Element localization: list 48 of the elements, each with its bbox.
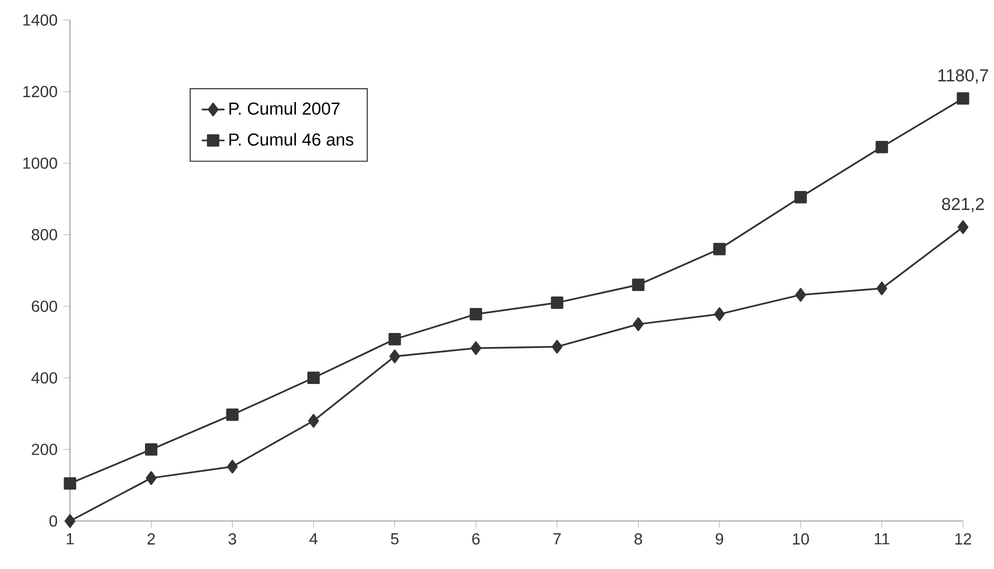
y-tick-label: 1200 bbox=[23, 86, 58, 98]
x-tick-label: 7 bbox=[553, 533, 561, 544]
point bbox=[794, 190, 807, 204]
x-tick-label: 9 bbox=[716, 533, 724, 545]
x-tick-label: 1 bbox=[66, 533, 74, 544]
point bbox=[958, 220, 968, 234]
x-tick-label: 10 bbox=[792, 533, 809, 545]
point bbox=[226, 408, 239, 421]
x-tick-label: 6 bbox=[472, 533, 480, 545]
point bbox=[550, 296, 564, 309]
legend-label: P. Cumul 2007 bbox=[229, 102, 340, 115]
data-label: 1180,7 bbox=[938, 69, 988, 84]
point bbox=[388, 333, 401, 346]
point bbox=[227, 460, 238, 474]
y-tick-label: 400 bbox=[31, 372, 58, 384]
x-tick-label: 4 bbox=[309, 533, 318, 544]
point bbox=[144, 443, 158, 456]
point bbox=[64, 514, 76, 528]
point bbox=[956, 92, 970, 105]
point bbox=[470, 341, 482, 356]
point bbox=[714, 307, 725, 322]
legend-label: P. Cumul 46 ans bbox=[229, 132, 354, 146]
point bbox=[876, 282, 888, 296]
point bbox=[308, 414, 319, 428]
point bbox=[64, 477, 76, 490]
y-tick-label: 800 bbox=[32, 229, 58, 240]
point bbox=[470, 308, 482, 320]
point bbox=[632, 278, 644, 292]
point bbox=[389, 350, 400, 364]
x-tick-label: 8 bbox=[634, 533, 642, 545]
point bbox=[146, 471, 157, 485]
point bbox=[713, 242, 726, 256]
y-tick-label: 0 bbox=[49, 515, 58, 527]
point bbox=[552, 340, 562, 354]
y-tick-label: 600 bbox=[32, 300, 58, 312]
data-label: 821,2 bbox=[942, 198, 984, 212]
x-tick-label: 2 bbox=[148, 533, 155, 544]
y-tick-label: 1400 bbox=[23, 14, 58, 26]
x-tick-label: 11 bbox=[874, 533, 890, 544]
point bbox=[876, 140, 888, 154]
x-tick-label: 5 bbox=[390, 533, 399, 544]
point bbox=[307, 372, 320, 384]
y-tick-label: 200 bbox=[32, 444, 58, 456]
point bbox=[632, 317, 644, 332]
y-tick-label: 1000 bbox=[23, 157, 58, 169]
x-tick-label: 3 bbox=[228, 533, 236, 545]
point bbox=[795, 288, 806, 302]
x-tick-label: 12 bbox=[955, 533, 972, 544]
